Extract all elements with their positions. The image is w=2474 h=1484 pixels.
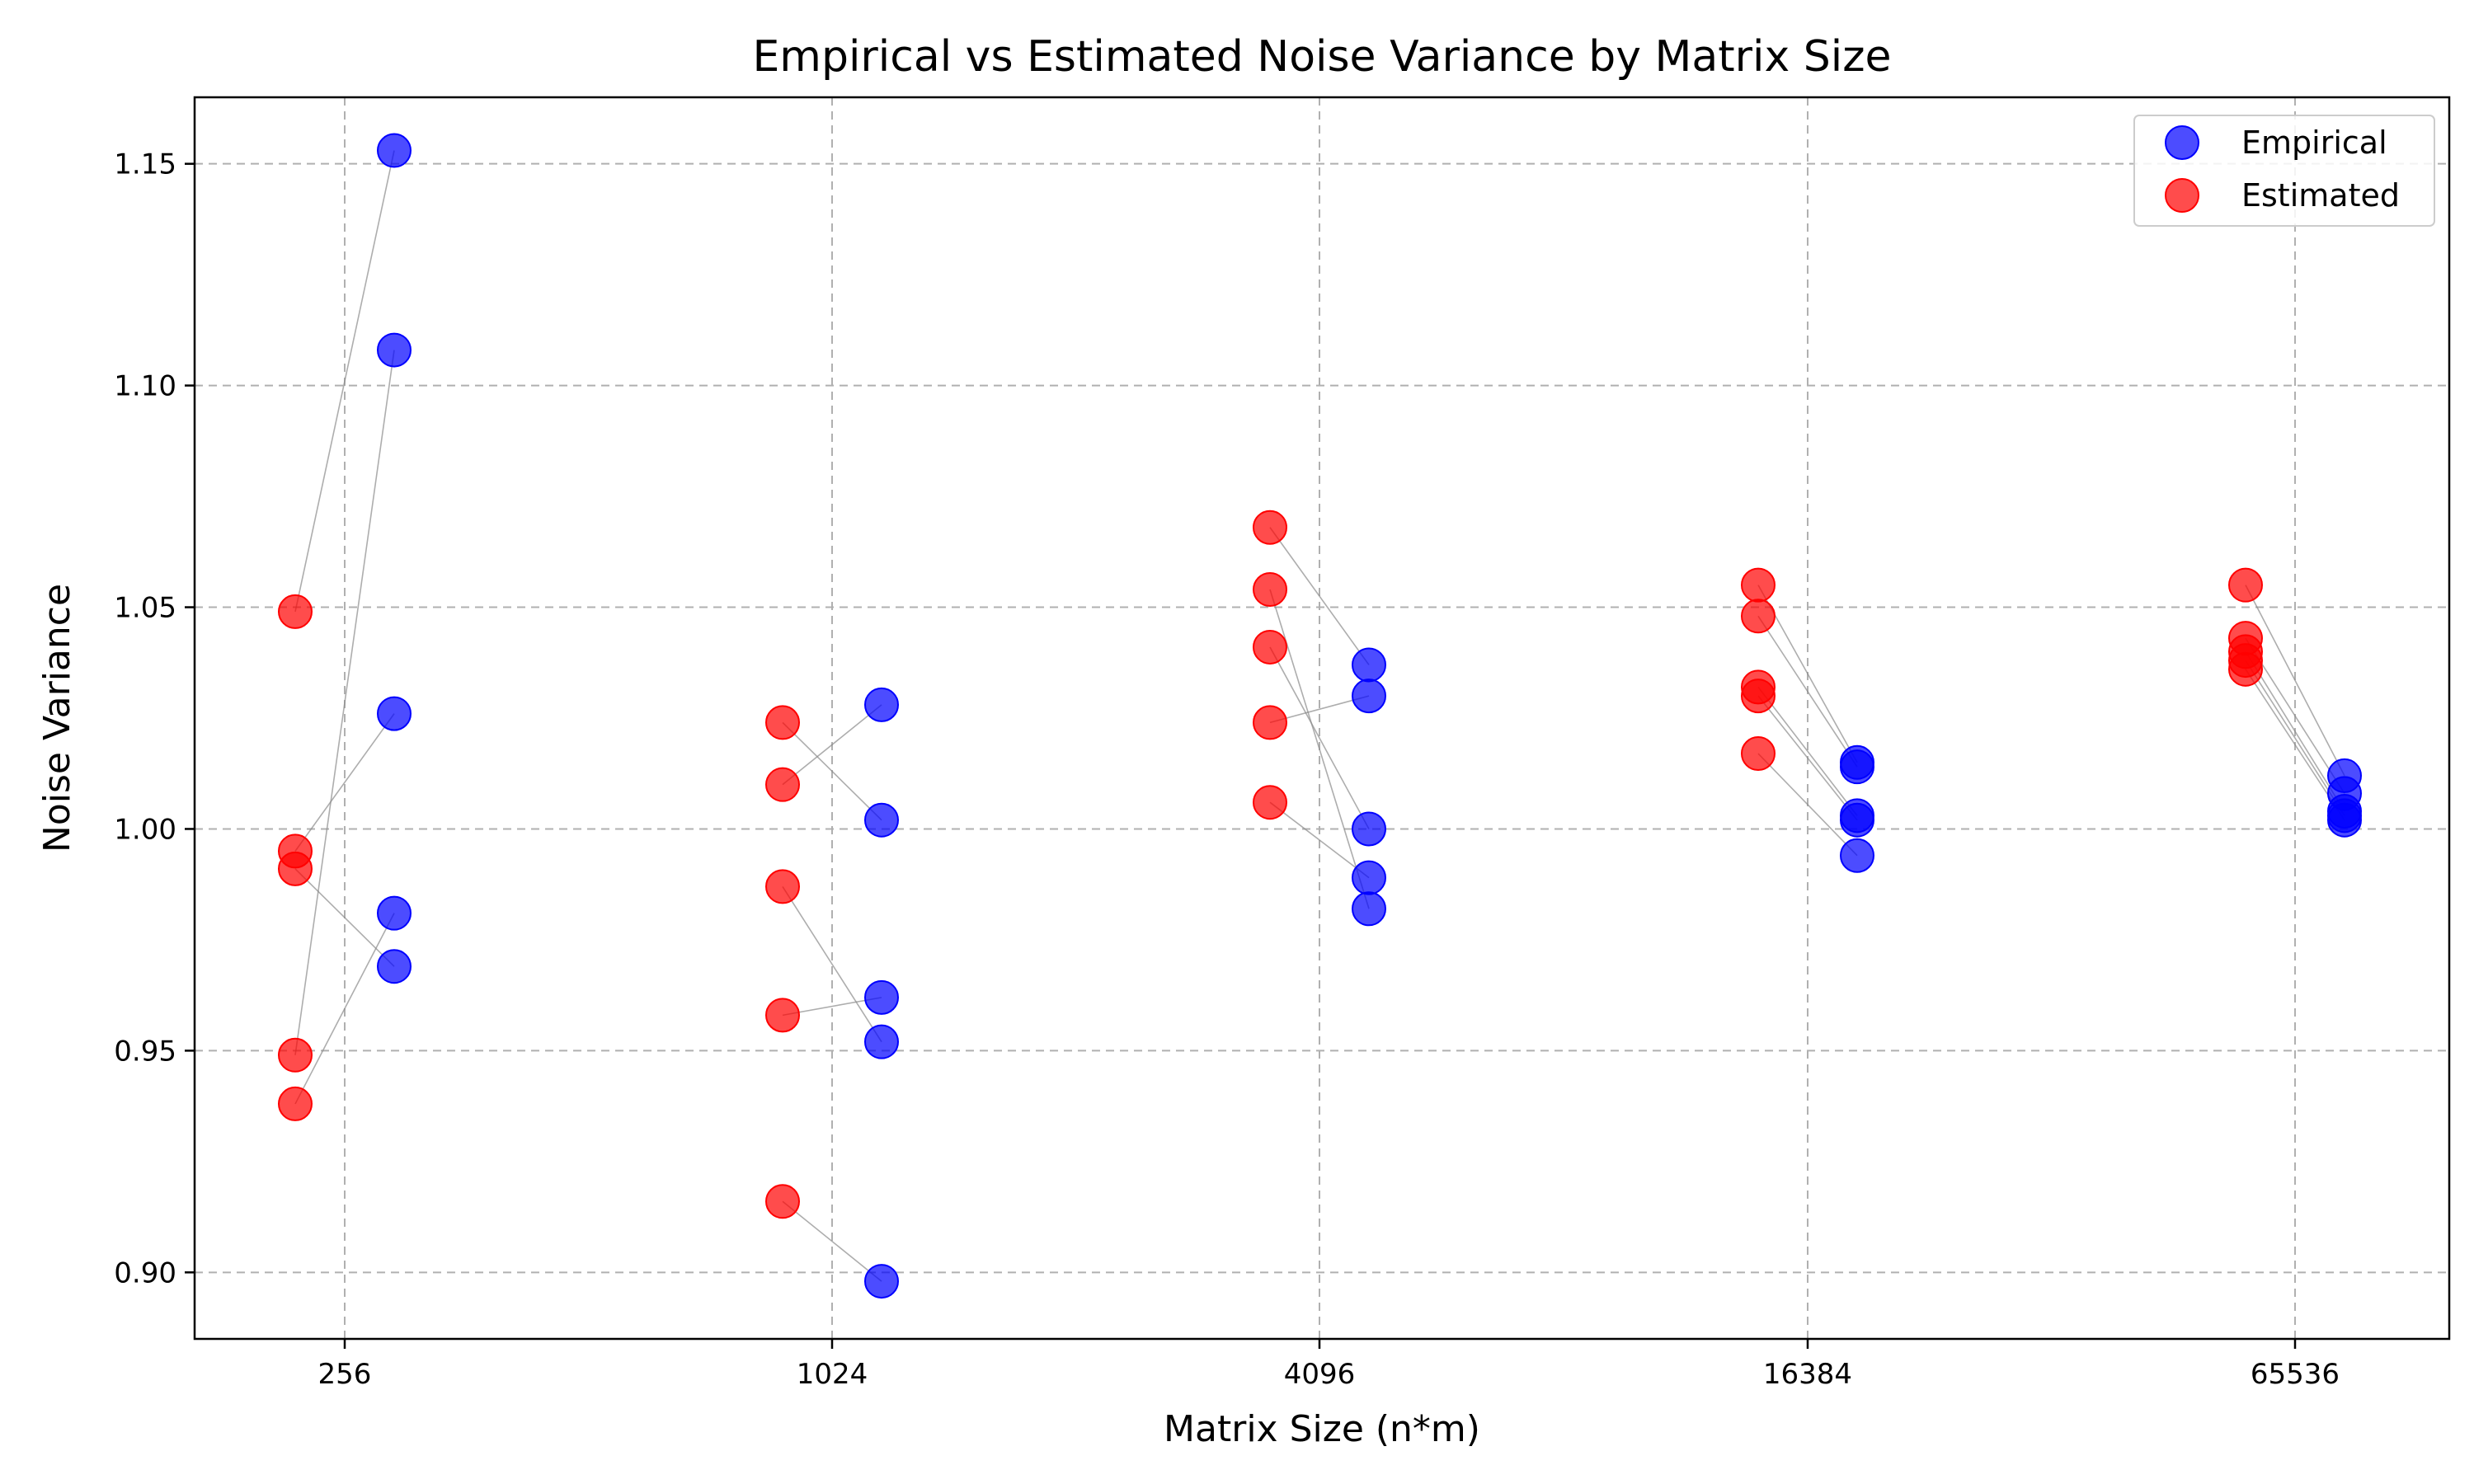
empirical-point: [864, 1024, 899, 1059]
estimated-point: [1253, 510, 1287, 545]
estimated-point: [1741, 736, 1776, 772]
estimated-point: [1253, 785, 1287, 820]
empirical-point: [1840, 838, 1874, 873]
estimated-point: [765, 705, 800, 740]
pair-line: [294, 713, 395, 852]
x-tick-label: 256: [318, 1358, 372, 1391]
legend-label-empirical: Empirical: [2241, 124, 2387, 161]
x-tick-label: 16384: [1763, 1358, 1852, 1391]
empirical-point: [377, 949, 412, 984]
estimated-point: [1741, 599, 1776, 634]
empirical-point: [377, 133, 412, 168]
empirical-point: [864, 687, 899, 722]
estimated-point: [765, 869, 800, 904]
pair-line: [1757, 615, 1858, 768]
plot-frame: [193, 96, 2451, 1341]
empirical-point: [1352, 811, 1386, 847]
pair-line: [782, 704, 882, 786]
empirical-point: [2327, 802, 2362, 838]
empirical-point: [1352, 647, 1386, 683]
empirical-point: [377, 895, 412, 931]
empirical-point: [377, 332, 412, 368]
pair-line: [294, 868, 395, 967]
legend-marker-estimated: [2165, 178, 2199, 213]
estimated-point: [1253, 705, 1287, 740]
y-tick-label: 0.95: [114, 1035, 176, 1068]
legend: Empirical Estimated: [2133, 115, 2435, 227]
pair-line: [294, 913, 395, 1105]
estimated-point: [1741, 567, 1776, 603]
estimated-point: [278, 851, 313, 886]
x-tick-label: 1024: [797, 1358, 868, 1391]
x-tick-label: 65536: [2251, 1358, 2340, 1391]
y-axis-label: Noise Variance: [36, 584, 78, 852]
pair-line: [782, 885, 882, 1043]
estimated-point: [1741, 679, 1776, 714]
grid: [195, 97, 2449, 1339]
estimated-point: [2228, 651, 2263, 687]
y-tick-label: 1.05: [114, 592, 176, 625]
x-tick-label: 4096: [1284, 1358, 1356, 1391]
empirical-point: [1840, 749, 1874, 785]
empirical-point: [1352, 891, 1386, 927]
empirical-point: [864, 802, 899, 838]
estimated-point: [765, 1184, 800, 1219]
x-axis-label: Matrix Size (n*m): [1164, 1408, 1480, 1450]
legend-box: [2133, 115, 2435, 227]
pair-line: [1269, 646, 1370, 829]
y-tick-label: 1.00: [114, 813, 176, 846]
estimated-point: [765, 767, 800, 802]
pair-line: [294, 150, 395, 613]
pair-line: [2245, 650, 2345, 812]
estimated-point: [1253, 572, 1287, 608]
empirical-point: [864, 979, 899, 1015]
legend-label-estimated: Estimated: [2241, 177, 2400, 214]
estimated-point: [2228, 567, 2263, 603]
pair-line: [782, 1200, 882, 1282]
x-axis-ticks: 256 1024 4096 16384 65536: [318, 1339, 2340, 1391]
empirical-point: [1840, 802, 1874, 838]
pair-line: [2245, 585, 2345, 777]
pair-line: [1757, 753, 1858, 857]
estimated-point: [278, 1086, 313, 1121]
pair-line: [1269, 801, 1370, 879]
pair-line: [782, 721, 882, 821]
pair-line: [1757, 695, 1858, 821]
empirical-point: [864, 1264, 899, 1299]
data-points: [278, 133, 2362, 1299]
estimated-point: [278, 1037, 313, 1073]
pair-line: [1269, 527, 1370, 665]
estimated-point: [765, 998, 800, 1033]
y-tick-label: 1.10: [114, 370, 176, 403]
estimated-point: [278, 594, 313, 629]
legend-marker-empirical: [2165, 125, 2199, 160]
pair-line: [294, 350, 395, 1055]
estimated-point: [1253, 629, 1287, 665]
y-tick-label: 1.15: [114, 148, 176, 181]
y-tick-label: 0.90: [114, 1256, 176, 1289]
y-axis-ticks: 0.90 0.95 1.00 1.05 1.10 1.15: [114, 148, 195, 1289]
empirical-point: [377, 696, 412, 731]
empirical-point: [1352, 679, 1386, 714]
pair-line: [1757, 686, 1858, 816]
empirical-point: [1352, 860, 1386, 895]
chart-title: Empirical vs Estimated Noise Variance by…: [752, 32, 1891, 82]
